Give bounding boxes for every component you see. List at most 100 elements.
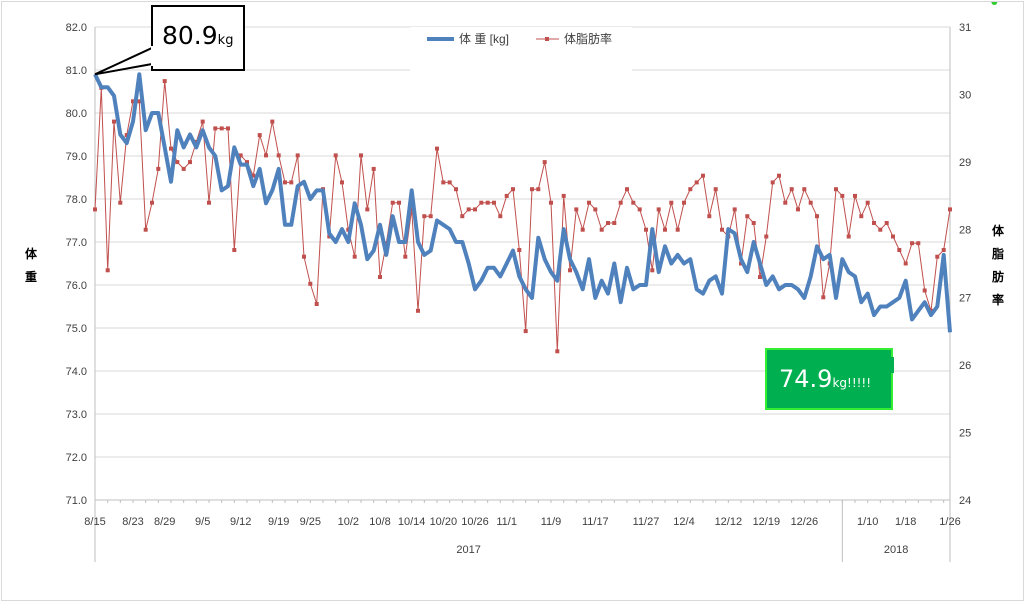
fat-point bbox=[264, 153, 268, 158]
fat-point bbox=[251, 173, 256, 178]
fat-point bbox=[428, 214, 433, 219]
fat-point bbox=[789, 187, 794, 192]
fat-point bbox=[390, 200, 395, 205]
fat-point bbox=[131, 99, 135, 104]
fat-point bbox=[175, 160, 180, 165]
fat-point bbox=[492, 200, 496, 205]
fat-point bbox=[675, 227, 680, 232]
fat-point bbox=[802, 187, 807, 192]
fat-point bbox=[93, 207, 97, 212]
fat-point bbox=[162, 79, 167, 84]
fat-point bbox=[359, 153, 363, 158]
fat-point bbox=[707, 214, 712, 219]
gridlines bbox=[95, 26, 950, 501]
y-right-axis-label-char: 体 bbox=[992, 223, 1005, 238]
fat-point bbox=[720, 227, 724, 232]
y-left-tick-labels: 71.0 72.0 73.0 74.0 75.0 76.0 77.0 78.0 79.0 80.0… bbox=[66, 22, 87, 507]
fat-point bbox=[352, 254, 357, 259]
y-right-tick-label: 24 bbox=[959, 495, 971, 507]
fat-point bbox=[169, 146, 173, 151]
fat-point bbox=[536, 187, 541, 192]
fat-point bbox=[517, 248, 522, 252]
fat-point bbox=[688, 187, 693, 192]
callout-box bbox=[151, 5, 245, 71]
fat-point bbox=[897, 248, 902, 252]
y-left-tick-label: 75.0 bbox=[66, 323, 87, 335]
fat-point bbox=[283, 180, 287, 185]
fat-point bbox=[783, 200, 788, 205]
fat-point bbox=[713, 187, 718, 192]
callout-start-value: 80.9kg bbox=[162, 21, 233, 50]
fat-point bbox=[378, 275, 382, 279]
fat-point bbox=[656, 207, 661, 212]
fat-point bbox=[333, 153, 338, 158]
fat-point bbox=[397, 200, 401, 205]
fat-point bbox=[226, 126, 230, 131]
x-tick-label: 10/20 bbox=[430, 516, 458, 528]
series-fat-percent bbox=[93, 79, 952, 354]
fat-point bbox=[232, 248, 237, 252]
fat-point bbox=[815, 214, 819, 219]
x-tick-label: 12/19 bbox=[753, 516, 781, 528]
y-left-tick-label: 74.0 bbox=[66, 366, 87, 378]
fat-point bbox=[200, 119, 205, 124]
fat-point bbox=[834, 187, 838, 192]
x-tick-label: 9/19 bbox=[268, 516, 289, 528]
fat-point bbox=[473, 207, 477, 212]
x-tick-label: 12/12 bbox=[715, 516, 743, 528]
x-tick-label: 1/18 bbox=[895, 516, 916, 528]
fat-point bbox=[295, 153, 300, 158]
y-left-axis-label-1: 体 bbox=[25, 246, 38, 261]
x-tick-label: 11/9 bbox=[541, 516, 562, 528]
fat-point bbox=[701, 173, 705, 178]
x-tick-label: 10/14 bbox=[398, 516, 426, 528]
fat-point bbox=[403, 254, 408, 259]
y-left-tick-label: 79.0 bbox=[66, 151, 87, 163]
x-tick-label: 8/15 bbox=[84, 516, 105, 528]
fat-point bbox=[821, 295, 826, 300]
fat-point bbox=[511, 187, 515, 192]
y-left-tick-label: 77.0 bbox=[66, 237, 87, 249]
fat-point bbox=[650, 268, 655, 273]
fat-point bbox=[124, 133, 129, 138]
fat-point bbox=[606, 221, 610, 225]
callout-box bbox=[765, 348, 893, 410]
fat-point bbox=[796, 207, 800, 212]
y-left-tick-label: 72.0 bbox=[66, 452, 87, 464]
x-tick-label: 1/10 bbox=[857, 516, 878, 528]
fat-point bbox=[314, 302, 319, 306]
fat-point bbox=[188, 160, 192, 165]
y-right-tick-label: 31 bbox=[959, 22, 971, 34]
y-right-axis-label-char: 脂 bbox=[991, 246, 1004, 261]
fat-point bbox=[612, 221, 617, 225]
x-tick-label: 11/27 bbox=[633, 516, 660, 528]
fat-point bbox=[555, 349, 560, 354]
fat-point bbox=[308, 281, 313, 286]
fat-point bbox=[865, 200, 870, 205]
fat-point bbox=[213, 126, 218, 131]
fat-point bbox=[682, 200, 686, 205]
fat-point bbox=[637, 207, 642, 212]
fat-point bbox=[764, 234, 769, 239]
fat-point bbox=[663, 227, 667, 232]
y-right-tick-label: 29 bbox=[959, 157, 971, 169]
x-tick-labels: 8/15 8/23 8/29 9/5 9/12 9/19 9/25 10/2 10/8 10/14… bbox=[84, 516, 960, 528]
fat-point bbox=[853, 193, 857, 198]
fat-point bbox=[859, 214, 864, 219]
x-tick-label: 8/29 bbox=[154, 516, 175, 528]
fat-point bbox=[422, 214, 427, 219]
y-right-tick-label: 25 bbox=[959, 427, 971, 439]
fat-point bbox=[574, 207, 579, 212]
fat-point bbox=[618, 200, 623, 205]
x-tick-label: 11/17 bbox=[582, 516, 609, 528]
fat-point bbox=[409, 207, 414, 212]
fat-point bbox=[523, 329, 528, 334]
fat-point bbox=[156, 166, 161, 171]
fat-point bbox=[112, 119, 116, 124]
fat-point bbox=[340, 180, 344, 185]
y-right-axis-label-char: 肪 bbox=[992, 269, 1004, 284]
fat-point bbox=[644, 227, 648, 232]
fat-point bbox=[460, 214, 465, 219]
